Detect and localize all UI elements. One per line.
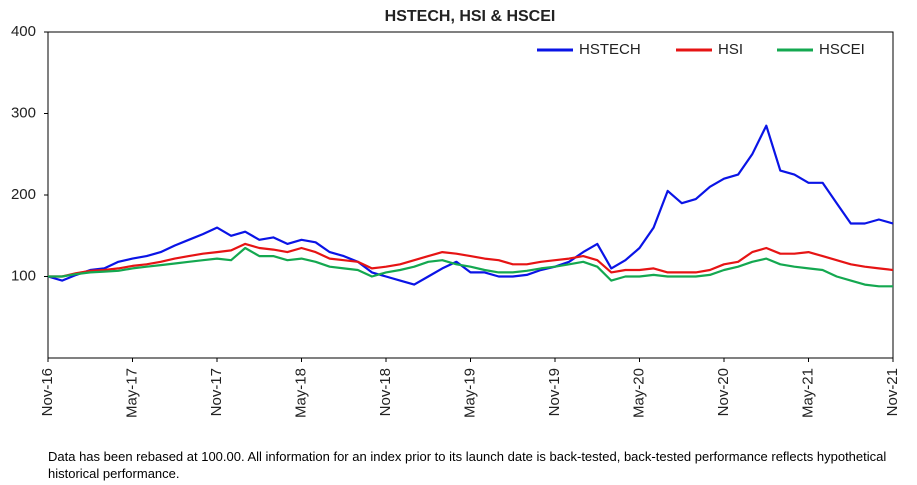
y-tick-label: 200	[11, 186, 36, 203]
series-line	[47, 124, 894, 286]
x-tick-label: May-20	[630, 368, 647, 418]
x-tick-label: May-19	[461, 368, 478, 418]
x-tick-label: Nov-20	[715, 368, 732, 416]
chart-title: HSTECH, HSI & HSCEI	[385, 8, 556, 25]
footnote: Data has been rebased at 100.00. All inf…	[48, 449, 887, 481]
series-line	[48, 242, 894, 278]
x-tick-label: Nov-19	[546, 368, 563, 416]
chart: HSTECH, HSI & HSCEI 100 200 300 400 Nov-16 Ma…	[11, 8, 901, 418]
x-tick-label: Nov-16	[39, 368, 56, 416]
x-tick-label: Nov-17	[208, 368, 225, 416]
y-tick-label: 300	[11, 104, 36, 121]
legend-label: HSI	[718, 41, 743, 58]
legend-label: HSCEI	[819, 41, 865, 58]
x-tick-label: May-17	[123, 368, 140, 418]
x-tick-label: Nov-21	[884, 368, 901, 416]
series-line	[48, 246, 893, 288]
x-tick-label: May-21	[799, 368, 816, 418]
x-tick-label: May-18	[292, 368, 309, 418]
x-tick-label: Nov-18	[377, 368, 394, 416]
y-tick-label: 400	[11, 23, 36, 40]
y-tick-label: 100	[11, 267, 36, 284]
legend-label: HSTECH	[579, 41, 641, 58]
plot-frame	[47, 31, 894, 359]
